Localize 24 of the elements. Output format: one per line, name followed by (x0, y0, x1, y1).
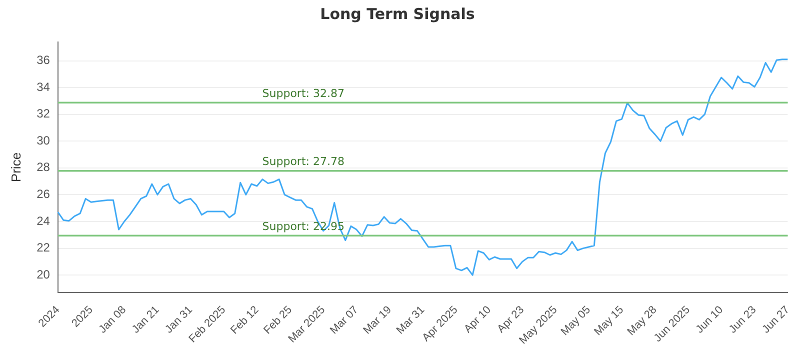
y-tick-label: 34 (36, 80, 50, 94)
x-tick-label: Apr 10 (462, 304, 494, 336)
y-tick-label: 26 (36, 187, 50, 202)
ref-line-label: Support: 32.87 (262, 87, 344, 100)
x-tick-label: Jan 08 (96, 304, 129, 336)
x-tick-label: Jun 23 (726, 304, 759, 336)
x-tick-label: May 05 (558, 304, 593, 338)
x-tick-label: Mar 07 (328, 304, 361, 337)
y-tick-label: 20 (36, 267, 50, 282)
chart-title: Long Term Signals (320, 4, 475, 23)
x-tick-label: Feb 12 (228, 304, 262, 337)
x-tick-label: Jun 10 (694, 304, 726, 336)
x-tick-label: Jun 27 (760, 304, 792, 336)
y-tick-label: 32 (36, 106, 50, 121)
x-tick-label: Mar 19 (361, 304, 394, 337)
y-tick-label: 28 (36, 160, 50, 174)
y-axis-title: Price (8, 152, 24, 182)
y-tick-label: 22 (36, 240, 50, 255)
y-tick-label: 30 (36, 133, 50, 148)
ref-line-label: Support: 27.78 (262, 155, 344, 168)
x-tick-label: May 15 (592, 304, 626, 338)
y-tick-label: 36 (36, 53, 50, 68)
x-tick-label: Jan 21 (130, 304, 162, 336)
y-tick-label: 24 (36, 214, 50, 228)
